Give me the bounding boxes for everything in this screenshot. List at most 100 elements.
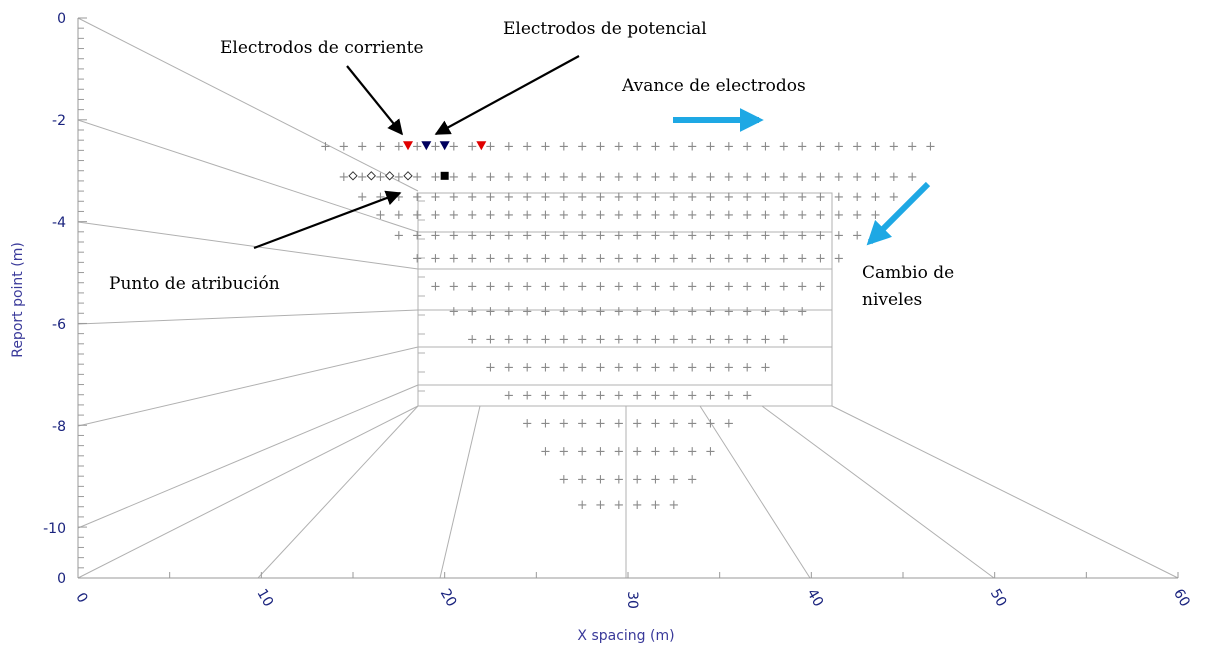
- measurement-point: +: [430, 190, 441, 205]
- measurement-point: +: [540, 389, 551, 404]
- measurement-point: +: [522, 389, 533, 404]
- measurement-point: +: [705, 228, 716, 243]
- perspective-ray: [77, 309, 419, 325]
- measurement-point: +: [925, 139, 936, 154]
- measurement-point: +: [577, 279, 588, 294]
- measurement-point: +: [595, 305, 606, 320]
- measurement-point: +: [467, 139, 478, 154]
- measurement-point: +: [393, 208, 404, 223]
- measurement-point: +: [613, 139, 624, 154]
- measurement-point: +: [870, 139, 881, 154]
- measurement-point: +: [632, 170, 643, 185]
- measurement-point: +: [650, 170, 661, 185]
- measurement-point: +: [815, 190, 826, 205]
- measurement-point: +: [797, 170, 808, 185]
- measurement-point: +: [668, 208, 679, 223]
- measurement-point: +: [412, 208, 423, 223]
- measurement-point: +: [668, 279, 679, 294]
- measurement-point: +: [632, 251, 643, 266]
- measurement-point: +: [503, 251, 514, 266]
- measurement-point: +: [815, 208, 826, 223]
- measurement-point: +: [540, 417, 551, 432]
- measurement-point: +: [558, 279, 569, 294]
- measurement-point: +: [687, 417, 698, 432]
- measurement-point: +: [668, 170, 679, 185]
- measurement-point: +: [485, 139, 496, 154]
- measurement-point: +: [815, 279, 826, 294]
- measurement-point: +: [467, 228, 478, 243]
- measurement-point: +: [595, 170, 606, 185]
- measurement-point: +: [632, 417, 643, 432]
- measurement-point: +: [650, 389, 661, 404]
- measurement-point: +: [833, 208, 844, 223]
- measurement-point: +: [650, 279, 661, 294]
- inner-frame: [417, 192, 833, 407]
- y-tick-label: -2: [52, 113, 66, 129]
- potential-electrode: [421, 141, 432, 151]
- measurement-point: +: [357, 190, 368, 205]
- perspective-ray: [257, 405, 419, 579]
- measurement-point: +: [833, 251, 844, 266]
- measurement-point: +: [650, 361, 661, 376]
- measurement-point: +: [778, 251, 789, 266]
- measurement-point: +: [723, 279, 734, 294]
- measurement-point: +: [595, 498, 606, 513]
- measurement-point: +: [723, 389, 734, 404]
- perspective-ray: [77, 119, 419, 233]
- measurement-point: +: [485, 279, 496, 294]
- perspective-ray: [699, 405, 811, 579]
- y-axis-title: Report point (m): [10, 242, 26, 358]
- measurement-point: +: [448, 170, 459, 185]
- arrow-potential-electrodes: [434, 55, 580, 135]
- y-tick-label: 0: [57, 571, 66, 587]
- measurement-point: +: [723, 139, 734, 154]
- measurement-point: +: [778, 139, 789, 154]
- x-tick-label: 20: [437, 586, 460, 609]
- measurement-point: +: [577, 170, 588, 185]
- measurement-point: +: [338, 170, 349, 185]
- measurement-point: +: [540, 139, 551, 154]
- measurement-point: +: [522, 417, 533, 432]
- measurement-point: +: [485, 228, 496, 243]
- x-tick-label: 0: [72, 590, 90, 606]
- measurement-point: +: [522, 228, 533, 243]
- measurement-point: +: [558, 417, 569, 432]
- measurement-point: +: [485, 333, 496, 348]
- measurement-point: +: [522, 279, 533, 294]
- measurement-point: +: [705, 279, 716, 294]
- measurement-point: +: [393, 170, 404, 185]
- measurement-point: +: [558, 208, 569, 223]
- measurement-point: +: [797, 305, 808, 320]
- measurement-point: +: [430, 170, 441, 185]
- measurement-point: +: [870, 208, 881, 223]
- measurement-point: +: [613, 305, 624, 320]
- measurement-point: +: [540, 228, 551, 243]
- measurement-point: +: [797, 279, 808, 294]
- measurement-point: +: [797, 228, 808, 243]
- measurement-point: +: [595, 473, 606, 488]
- measurement-point: +: [595, 333, 606, 348]
- measurement-point: +: [522, 208, 533, 223]
- measurement-point: +: [668, 251, 679, 266]
- measurement-point: +: [632, 473, 643, 488]
- measurement-point: +: [577, 473, 588, 488]
- previous-attribution-point: [384, 171, 395, 181]
- measurement-point: +: [595, 445, 606, 460]
- measurement-point: +: [558, 361, 569, 376]
- measurement-point: +: [632, 228, 643, 243]
- measurement-point: +: [650, 228, 661, 243]
- measurement-point: +: [760, 333, 771, 348]
- measurement-point: +: [870, 170, 881, 185]
- measurement-point: +: [338, 139, 349, 154]
- measurement-point: +: [485, 251, 496, 266]
- measurement-point: +: [613, 190, 624, 205]
- annotation-electrode-advance: Avance de electrodos: [621, 76, 806, 96]
- measurement-point: +: [705, 190, 716, 205]
- measurement-point: +: [522, 251, 533, 266]
- measurement-point: +: [815, 170, 826, 185]
- perspective-ray: [77, 405, 419, 579]
- measurement-point: +: [320, 139, 331, 154]
- measurement-point: +: [705, 389, 716, 404]
- y-tick-label: 0: [57, 11, 66, 27]
